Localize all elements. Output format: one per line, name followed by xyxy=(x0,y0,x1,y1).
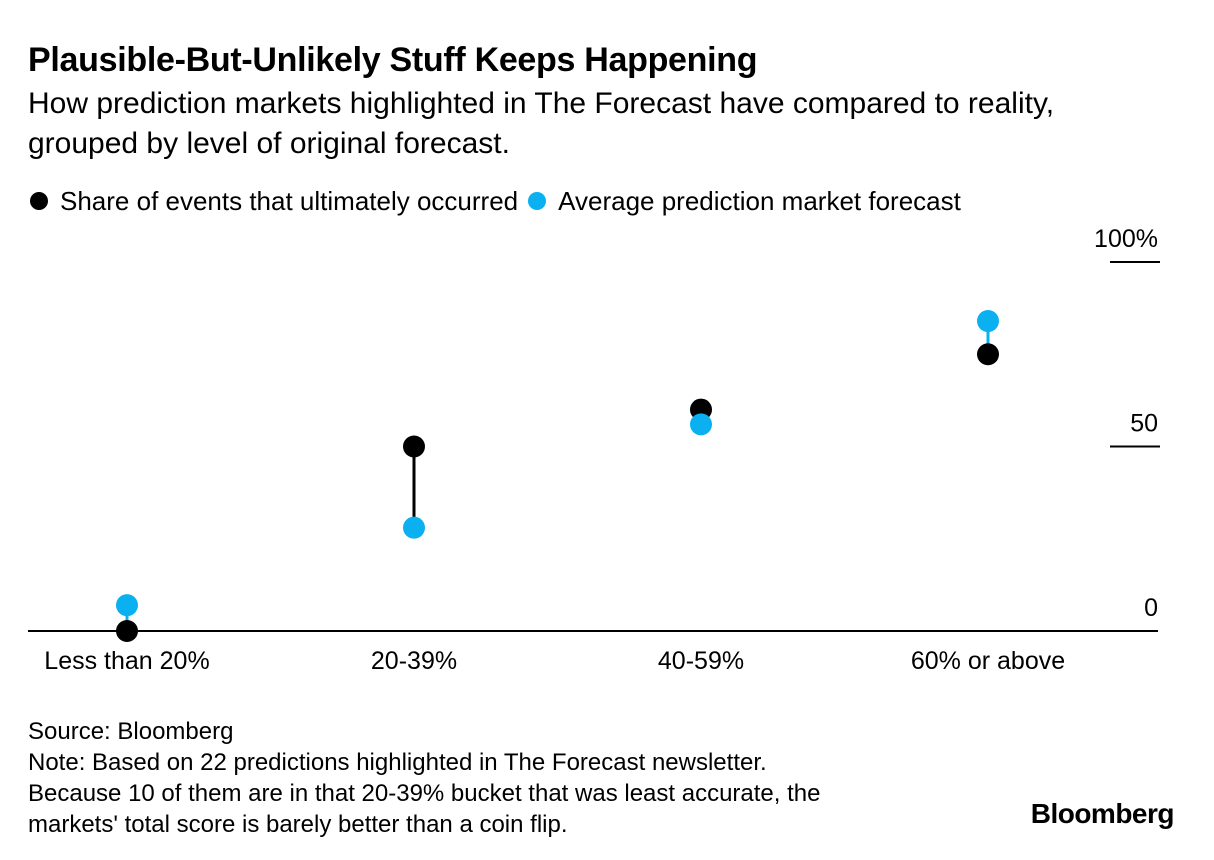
point-occurred-1 xyxy=(403,435,425,458)
point-forecast-0 xyxy=(116,594,138,617)
point-forecast-1 xyxy=(403,516,425,539)
legend-swatch-occurred xyxy=(30,192,48,210)
legend: Share of events that ultimately occurred… xyxy=(30,184,971,218)
legend-label-forecast: Average prediction market forecast xyxy=(558,185,961,216)
legend-label-occurred: Share of events that ultimately occurred xyxy=(60,185,519,216)
bloomberg-logo: Bloomberg xyxy=(1030,798,1175,829)
x-category-label-1: 20-39% xyxy=(371,647,457,675)
source-text: Source: Bloomberg xyxy=(28,718,234,745)
point-forecast-3 xyxy=(977,310,999,333)
x-category-label-0: Less than 20% xyxy=(44,647,209,675)
y-tick-label-100: 100% xyxy=(1094,225,1158,253)
footer-notes: Source: Bloomberg Note: Based on 22 pred… xyxy=(28,716,820,840)
y-tick-label-0: 0 xyxy=(1144,594,1158,622)
chart-title: Plausible-But-Unlikely Stuff Keeps Happe… xyxy=(28,41,758,79)
dumbbell-chart: 0 50 100% Less than 20% 20-39% 40-59% 60% or a… xyxy=(28,225,1160,675)
note-line-1: Note: Based on 22 predictions highlighte… xyxy=(28,749,767,776)
legend-swatch-forecast xyxy=(528,192,547,210)
legend-item-forecast: Average prediction market forecast xyxy=(528,186,961,217)
y-tick-label-50: 50 xyxy=(1130,410,1158,438)
point-occurred-3 xyxy=(977,343,999,366)
x-category-label-3: 60% or above xyxy=(911,647,1065,675)
point-occurred-0 xyxy=(116,620,138,642)
chart-subtitle: How prediction markets highlighted in Th… xyxy=(28,87,1055,160)
note-line-3: markets' total score is barely better th… xyxy=(28,811,568,838)
x-category-label-2: 40-59% xyxy=(658,647,744,675)
note-line-2: Because 10 of them are in that 20-39% bu… xyxy=(28,780,821,807)
point-forecast-2 xyxy=(690,413,712,436)
legend-item-occurred: Share of events that ultimately occurred xyxy=(30,186,518,217)
